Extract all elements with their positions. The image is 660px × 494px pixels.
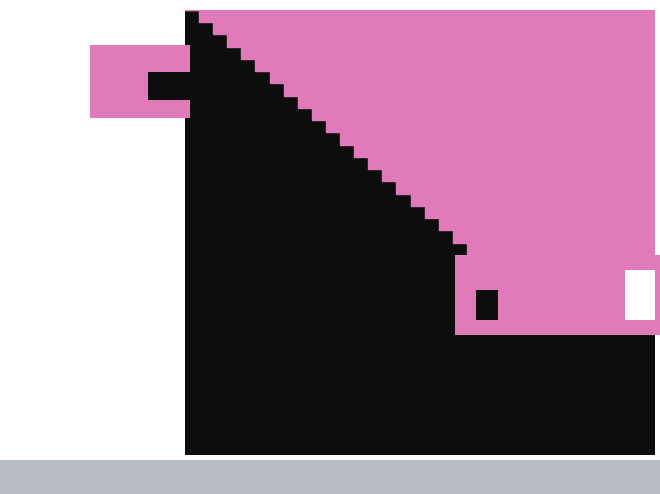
Polygon shape xyxy=(185,10,655,255)
